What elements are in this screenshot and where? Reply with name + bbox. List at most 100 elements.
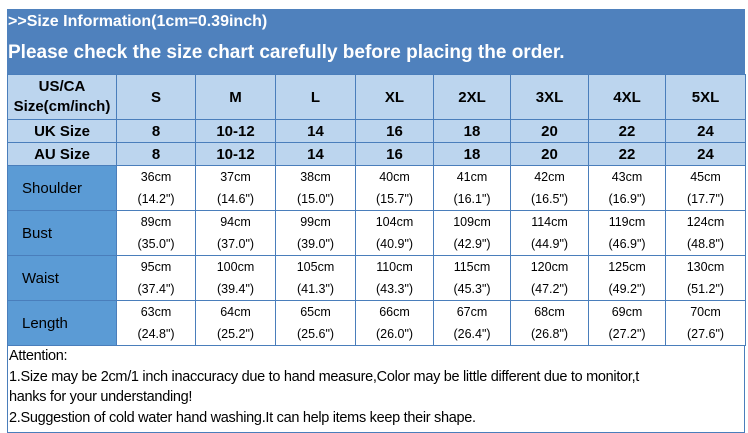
measurement-cell: 104cm (40.9") [355,210,434,256]
size-header-cell: M [195,74,276,120]
cm-value: 124cm [686,215,725,229]
corner-line-2: Size(cm/inch) [13,98,111,115]
measurement-cell: 40cm (15.7") [355,165,434,211]
uk-size-label: UK Size [7,119,117,143]
measurement-cell: 124cm (48.8") [665,210,746,256]
size-header-cell: S [116,74,196,120]
size-table: US/CA Size(cm/inch) S M L XL 2XL 3XL 4XL 5XL UK Si… [7,74,746,346]
uk-size-cell: 14 [275,119,356,143]
inch-value: (14.2") [137,192,175,206]
inch-value: (51.2") [686,282,725,296]
measurement-label: Bust [7,210,117,256]
uk-size-cell: 16 [355,119,434,143]
measurement-cell: 45cm (17.7") [665,165,746,211]
measurement-cell: 109cm (42.9") [433,210,511,256]
measurement-cell: 63cm (24.8") [116,300,196,346]
measurement-cell: 119cm (46.9") [588,210,666,256]
cm-value: 67cm [456,305,488,319]
inch-value: (48.8") [686,237,725,251]
au-size-cell: 10-12 [195,142,276,166]
cm-value: 115cm [453,260,491,274]
inch-value: (26.8") [530,327,569,341]
inch-value: (26.0") [375,327,414,341]
measurement-row: Shoulder 36cm (14.2") 37cm (14.6") 38cm (15.0"… [7,165,746,211]
inch-value: (24.8") [137,327,175,341]
measurement-cell: 130cm (51.2") [665,255,746,301]
inch-value: (42.9") [453,237,491,251]
size-header-cell: XL [355,74,434,120]
inch-value: (40.9") [375,237,414,251]
cm-value: 66cm [379,305,410,319]
attention-note: Attention: 1.Size may be 2cm/1 inch inac… [7,346,745,433]
uk-size-cell: 22 [588,119,666,143]
au-size-cell: 24 [665,142,746,166]
measurement-label: Shoulder [7,165,117,211]
inch-value: (15.0") [296,192,335,206]
cm-value: 63cm [140,305,172,319]
measurement-cell: 68cm (26.8") [510,300,589,346]
cm-value: 104cm [375,215,414,229]
measurement-row: Bust 89cm (35.0") 94cm (37.0") 99cm (39.0") 104… [7,210,746,256]
inch-value: (14.6") [216,192,255,206]
inch-value: (43.3") [375,282,414,296]
measurement-cell: 105cm (41.3") [275,255,356,301]
size-header-cell: 5XL [665,74,746,120]
size-header-cell: 3XL [510,74,589,120]
size-header-row: US/CA Size(cm/inch) S M L XL 2XL 3XL 4XL 5XL [7,74,746,120]
inch-value: (37.4") [137,282,175,296]
cm-value: 37cm [220,170,251,184]
measurement-cell: 65cm (25.6") [275,300,356,346]
size-header-cell: L [275,74,356,120]
uk-size-row: UK Size 8 10-12 14 16 18 20 22 24 [7,119,746,143]
au-size-cell: 14 [275,142,356,166]
inch-value: (16.5") [530,192,569,206]
us-ca-size-header: US/CA Size(cm/inch) [7,74,117,120]
inch-value: (45.3") [453,282,491,296]
measurement-row: Length 63cm (24.8") 64cm (25.2") 65cm (25.6") 6… [7,300,746,346]
au-size-cell: 22 [588,142,666,166]
au-size-cell: 8 [116,142,196,166]
cm-value: 114cm [531,215,568,229]
cm-value: 43cm [611,170,643,184]
inch-value: (16.1") [453,192,491,206]
cm-value: 99cm [300,215,331,229]
uk-size-cell: 18 [433,119,511,143]
inch-value: (25.6") [296,327,335,341]
measurement-cell: 64cm (25.2") [195,300,276,346]
measurement-cell: 43cm (16.9") [588,165,666,211]
measurement-cell: 42cm (16.5") [510,165,589,211]
inch-value: (15.7") [375,192,414,206]
inch-value: (16.9") [608,192,646,206]
inch-value: (27.6") [686,327,725,341]
measurement-cell: 89cm (35.0") [116,210,196,256]
cm-value: 41cm [456,170,488,184]
au-size-row: AU Size 8 10-12 14 16 18 20 22 24 [7,142,746,166]
cm-value: 36cm [140,170,172,184]
measurement-label: Length [7,300,117,346]
measurement-cell: 67cm (26.4") [433,300,511,346]
cm-value: 120cm [530,260,569,274]
cm-value: 100cm [216,260,255,274]
measurement-cell: 125cm (49.2") [588,255,666,301]
inch-value: (44.9") [530,237,569,251]
measurement-cell: 38cm (15.0") [275,165,356,211]
measurement-cell: 100cm (39.4") [195,255,276,301]
cm-value: 119cm [608,215,646,229]
inch-value: (47.2") [530,282,569,296]
uk-size-cell: 20 [510,119,589,143]
size-info-title: >>Size Information(1cm=0.39inch) [7,9,745,38]
attention-line-1-cont: hanks for your understanding! [9,389,193,405]
measurement-row: Waist 95cm (37.4") 100cm (39.4") 105cm (41.3")… [7,255,746,301]
au-size-cell: 16 [355,142,434,166]
cm-value: 130cm [686,260,725,274]
measurement-cell: 94cm (37.0") [195,210,276,256]
cm-value: 64cm [220,305,251,319]
cm-value: 105cm [296,260,335,274]
cm-value: 65cm [300,305,331,319]
measurement-cell: 41cm (16.1") [433,165,511,211]
attention-heading: Attention: [9,348,68,364]
inch-value: (35.0") [137,237,175,251]
cm-value: 89cm [140,215,172,229]
cm-value: 69cm [611,305,643,319]
au-size-label: AU Size [7,142,117,166]
